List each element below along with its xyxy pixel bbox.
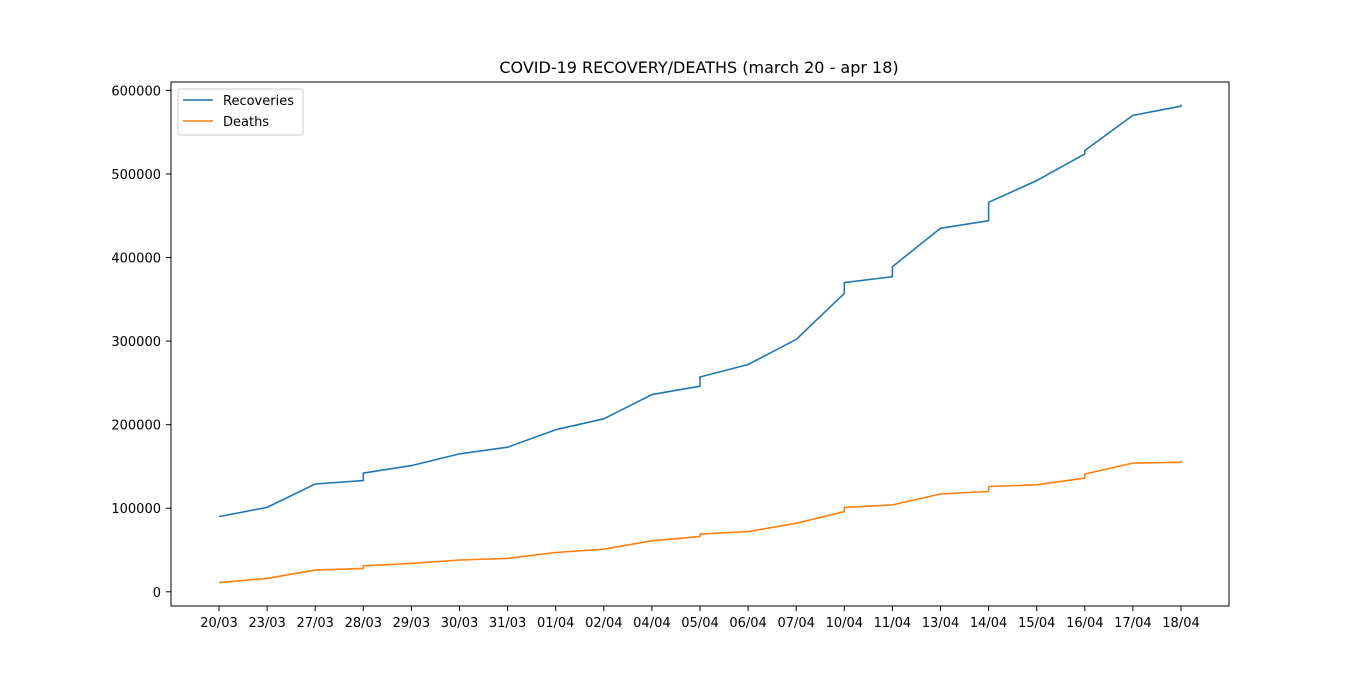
legend-label-deaths: Deaths bbox=[223, 115, 269, 130]
x-tick-label: 11/04 bbox=[874, 616, 911, 631]
y-tick-label: 0 bbox=[153, 586, 161, 601]
x-tick-label: 31/03 bbox=[489, 616, 526, 631]
x-axis: 20/03 23/03 27/03 28/03 29/03 30/03 31/03 01/04… bbox=[200, 606, 1200, 631]
x-tick-label: 07/04 bbox=[777, 616, 814, 631]
x-tick-label: 06/04 bbox=[729, 616, 766, 631]
y-tick-label: 200000 bbox=[111, 419, 161, 434]
x-tick-label: 04/04 bbox=[633, 616, 670, 631]
x-tick-label: 30/03 bbox=[441, 616, 478, 631]
x-tick-label: 10/04 bbox=[826, 616, 863, 631]
x-tick-label: 05/04 bbox=[681, 616, 718, 631]
series-layer bbox=[218, 104, 1182, 584]
plot-frame bbox=[170, 81, 1230, 607]
x-tick-label: 16/04 bbox=[1066, 616, 1103, 631]
x-tick-label: 14/04 bbox=[970, 616, 1007, 631]
x-tick-label: 13/04 bbox=[922, 616, 959, 631]
x-tick-label: 20/03 bbox=[200, 616, 237, 631]
legend-label-recoveries: Recoveries bbox=[223, 94, 294, 109]
y-tick-label: 500000 bbox=[111, 168, 161, 183]
series-line-recoveries bbox=[218, 104, 1182, 518]
x-tick-label: 28/03 bbox=[345, 616, 382, 631]
y-tick-label: 300000 bbox=[111, 335, 161, 350]
x-tick-label: 15/04 bbox=[1018, 616, 1055, 631]
y-tick-label: 600000 bbox=[111, 84, 161, 99]
x-tick-label: 02/04 bbox=[585, 616, 622, 631]
chart-title: COVID-19 RECOVERY/DEATHS (march 20 - apr… bbox=[499, 58, 898, 77]
y-tick-label: 100000 bbox=[111, 502, 161, 517]
x-tick-label: 01/04 bbox=[537, 616, 574, 631]
y-tick-label: 400000 bbox=[111, 252, 161, 267]
x-tick-label: 29/03 bbox=[393, 616, 430, 631]
series-line-deaths bbox=[218, 460, 1182, 584]
legend: Recoveries Deaths bbox=[177, 88, 304, 136]
y-axis: 0 100000 200000 300000 400000 500000 600000 bbox=[111, 84, 171, 601]
x-tick-label: 17/04 bbox=[1114, 616, 1151, 631]
x-tick-label: 18/04 bbox=[1162, 616, 1199, 631]
x-tick-label: 23/03 bbox=[248, 616, 285, 631]
x-tick-label: 27/03 bbox=[296, 616, 333, 631]
